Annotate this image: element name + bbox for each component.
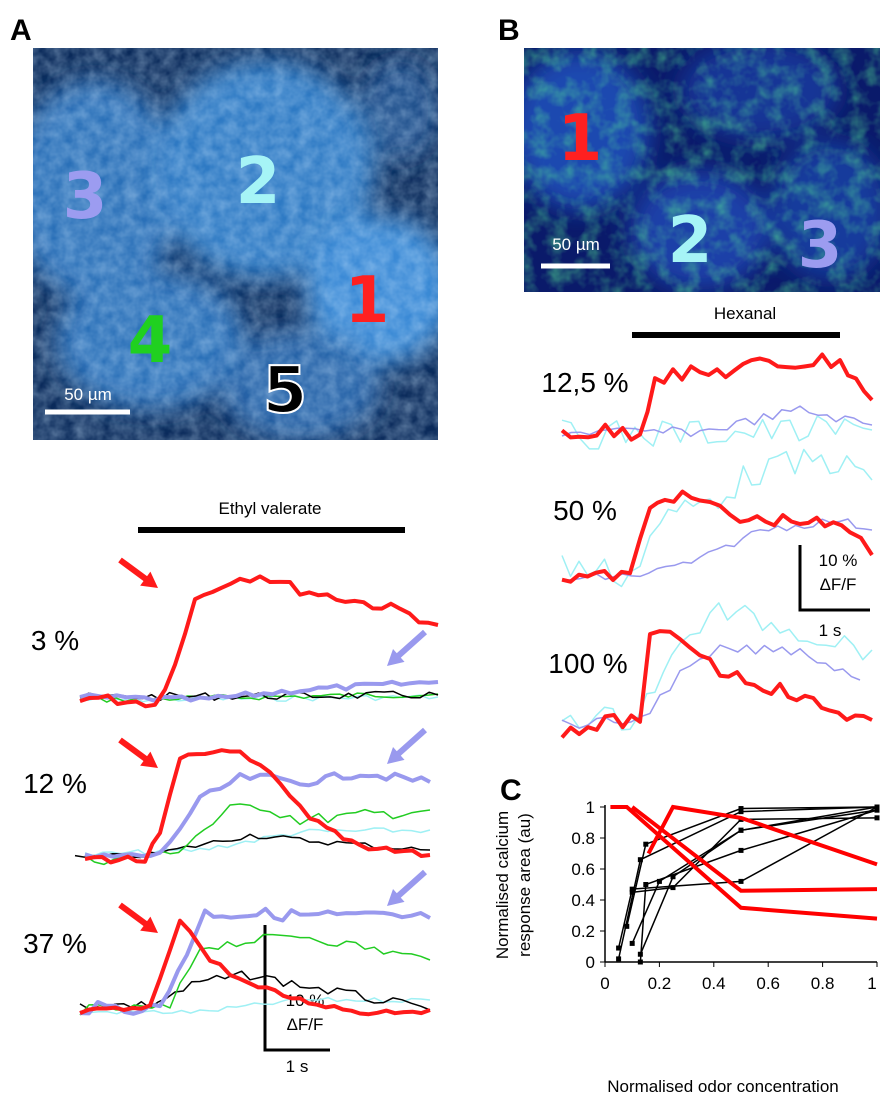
cell-number: 4 [128, 304, 173, 378]
trace [562, 416, 872, 449]
x-tick-label: 1 [867, 974, 876, 993]
scale-x-label: 1 s [819, 621, 842, 640]
figure: A B C 3 2 1 4 5 50 µm 1 2 3 50 µm Ethyl … [0, 0, 880, 1107]
scale-y-unit: ΔF/F [820, 575, 857, 594]
scale-bar-label: 50 µm [64, 385, 112, 404]
scale-bar-label: 50 µm [552, 235, 600, 254]
micrograph-a [10, 48, 455, 440]
x-axis-label: Normalised odor concentration [607, 1077, 839, 1096]
trace [80, 576, 438, 706]
point [624, 924, 629, 929]
panel-label: A [10, 14, 32, 47]
y-tick-label: 0.2 [571, 922, 595, 941]
trace [562, 519, 872, 581]
arrow [398, 632, 425, 656]
series-line [632, 818, 877, 892]
cell-number: 3 [63, 160, 108, 234]
series-line [640, 810, 877, 954]
cell-number: 1 [345, 264, 390, 338]
x-tick-label: 0.4 [702, 974, 726, 993]
trace [85, 773, 430, 857]
concentration-label: 12,5 % [541, 367, 628, 398]
stimulus-label: Ethyl valerate [219, 499, 322, 518]
y-axis-label: response area (au) [515, 813, 534, 957]
y-tick-label: 0 [586, 953, 595, 972]
point [739, 879, 744, 884]
page: {"panel_a": {"label": "A", "cells": ["3"… [0, 0, 880, 1107]
trace [85, 828, 430, 856]
cell-number: 2 [236, 145, 281, 219]
cell-number: 3 [798, 209, 843, 283]
x-tick-label: 0.8 [811, 974, 835, 993]
panel-label: B [498, 14, 520, 47]
arrow [120, 740, 146, 759]
concentration-label: 50 % [553, 495, 617, 526]
trace [80, 909, 430, 1014]
x-tick-label: 0 [600, 974, 609, 993]
y-tick-label: 0.6 [571, 860, 595, 879]
point [739, 848, 744, 853]
x-tick-label: 0.2 [648, 974, 672, 993]
panel-label: C [500, 774, 522, 807]
arrow [398, 730, 425, 754]
arrow [120, 905, 146, 924]
point [630, 941, 635, 946]
point [638, 960, 643, 965]
cell-number: 1 [558, 102, 603, 176]
scale-x-label: 1 s [286, 1057, 309, 1076]
y-tick-label: 0.8 [571, 829, 595, 848]
point [616, 956, 621, 961]
y-tick-label: 1 [586, 798, 595, 817]
scale-y-label: 10 % [819, 551, 858, 570]
cell-number: 5 [263, 354, 308, 428]
arrow [120, 560, 146, 579]
point [643, 882, 648, 887]
point [671, 874, 676, 879]
stimulus-label: Hexanal [714, 304, 776, 323]
point [638, 952, 643, 957]
point [643, 842, 648, 847]
point [875, 808, 880, 813]
y-axis-label: Normalised calcium [493, 811, 512, 959]
y-tick-label: 0.4 [571, 891, 595, 910]
point [739, 806, 744, 811]
concentration-label: 100 % [548, 648, 627, 679]
point [630, 890, 635, 895]
arrow [398, 872, 425, 896]
point [739, 828, 744, 833]
concentration-label: 12 % [23, 768, 87, 799]
trace [80, 971, 430, 1010]
concentration-label: 3 % [31, 625, 79, 656]
concentration-label: 37 % [23, 928, 87, 959]
point [875, 815, 880, 820]
point [671, 885, 676, 890]
scale-y-unit: ΔF/F [287, 1015, 324, 1034]
cell-number: 2 [668, 204, 713, 278]
x-tick-label: 0.6 [756, 974, 780, 993]
trace [85, 750, 430, 862]
